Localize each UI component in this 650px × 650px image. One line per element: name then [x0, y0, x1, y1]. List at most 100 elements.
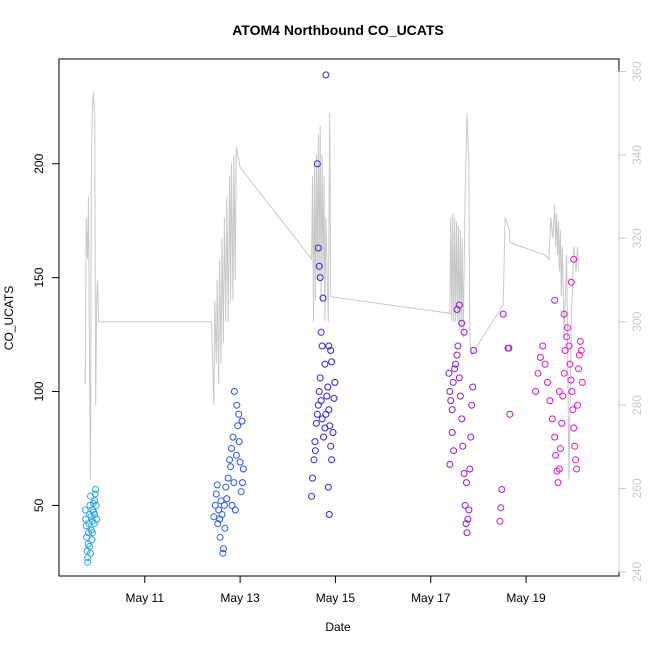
data-point: [465, 506, 473, 514]
data-point: [88, 529, 96, 537]
y-tick-label: 50: [32, 498, 46, 512]
data-point: [546, 397, 554, 405]
data-point: [237, 488, 245, 496]
data-point: [552, 451, 560, 459]
data-point: [318, 342, 326, 350]
data-point: [91, 497, 99, 505]
data-point: [324, 483, 332, 491]
data-point: [568, 388, 576, 395]
y2-tick-label: 320: [630, 228, 644, 248]
data-point: [330, 394, 338, 402]
data-point: [567, 376, 575, 384]
data-point: [556, 445, 564, 452]
data-point: [451, 365, 459, 373]
data-point: [315, 262, 323, 270]
data-point: [453, 351, 461, 359]
data-point: [236, 458, 244, 466]
data-point: [315, 388, 323, 395]
data-point: [450, 447, 458, 455]
data-point: [328, 358, 336, 366]
data-point: [470, 347, 478, 354]
data-point: [445, 369, 453, 377]
data-point: [230, 479, 238, 487]
data-point: [468, 401, 476, 409]
y-tick-label: 100: [32, 381, 46, 401]
series-line-path: [84, 92, 579, 481]
data-point: [459, 442, 467, 450]
data-point: [548, 415, 556, 423]
data-point: [229, 433, 237, 441]
data-point: [211, 501, 219, 509]
data-point: [309, 474, 316, 482]
data-point: [227, 463, 235, 471]
y2-tick-label: 240: [630, 561, 644, 581]
data-point: [555, 388, 563, 395]
data-point: [235, 438, 243, 446]
data-point: [231, 506, 239, 514]
data-point: [219, 545, 227, 553]
data-point: [458, 415, 466, 423]
data-point: [219, 549, 227, 557]
data-point: [558, 419, 566, 427]
data-point: [561, 347, 569, 354]
data-point: [577, 347, 585, 354]
x-tick-label: May 17: [411, 591, 451, 605]
y2-tick-label: 260: [630, 478, 644, 498]
data-point: [326, 422, 334, 430]
data-point: [505, 344, 513, 352]
data-point: [463, 479, 470, 487]
data-point: [210, 513, 218, 521]
data-point: [311, 438, 319, 446]
data-point: [464, 515, 472, 523]
data-point: [446, 388, 454, 395]
x-tick-label: May 15: [316, 591, 356, 605]
data-point: [327, 347, 335, 354]
data-point: [91, 490, 99, 498]
data-point: [447, 397, 455, 405]
y2-tick-label: 300: [630, 311, 644, 331]
y2-tick-label: 340: [630, 145, 644, 165]
data-point: [565, 342, 573, 350]
data-point: [461, 501, 469, 509]
y2-tick-label: 280: [630, 395, 644, 415]
data-point: [221, 524, 229, 532]
data-point: [92, 501, 100, 509]
data-point: [319, 294, 327, 302]
data-point: [569, 406, 577, 414]
data-point: [462, 520, 470, 528]
right-axis-series-line: [84, 92, 579, 481]
data-point: [88, 536, 96, 544]
data-point: [571, 442, 579, 450]
data-point: [559, 392, 567, 400]
data-point: [539, 342, 547, 350]
data-point: [455, 374, 463, 382]
data-point: [498, 486, 506, 493]
data-point: [222, 483, 230, 491]
data-point: [325, 342, 333, 350]
x-tick-label: May 13: [220, 591, 260, 605]
data-point: [311, 447, 319, 455]
data-point: [317, 397, 325, 405]
data-point: [551, 296, 559, 304]
data-point: [567, 278, 575, 286]
data-point: [560, 310, 568, 318]
data-point: [563, 333, 571, 341]
data-point: [551, 433, 559, 441]
data-point: [223, 495, 231, 503]
data-point: [329, 429, 337, 436]
data-point: [499, 310, 507, 318]
data-point: [232, 451, 240, 459]
data-point: [576, 337, 584, 345]
data-point: [544, 378, 551, 386]
data-point: [448, 429, 456, 436]
data-point: [323, 392, 331, 400]
data-point: [314, 244, 322, 252]
data-point: [460, 470, 468, 477]
y2-tick-label: 360: [630, 61, 644, 81]
data-point: [238, 417, 246, 425]
data-point: [215, 506, 223, 514]
data-point: [573, 465, 581, 473]
data-point: [230, 388, 238, 395]
data-point: [218, 511, 226, 518]
data-point: [86, 542, 93, 550]
